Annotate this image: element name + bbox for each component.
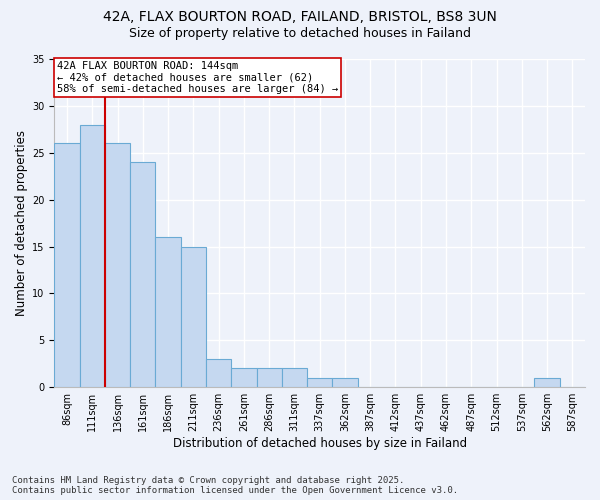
Bar (206, 359, 231, 387)
Bar (282, 368, 307, 387)
Bar (80, 124, 105, 387)
Bar (155, 237, 181, 387)
Bar (231, 368, 257, 387)
Bar (535, 378, 560, 387)
Text: Size of property relative to detached houses in Failand: Size of property relative to detached ho… (129, 28, 471, 40)
Bar (181, 246, 206, 387)
Bar (55, 144, 80, 387)
Text: 42A, FLAX BOURTON ROAD, FAILAND, BRISTOL, BS8 3UN: 42A, FLAX BOURTON ROAD, FAILAND, BRISTOL… (103, 10, 497, 24)
Bar (105, 144, 130, 387)
Text: 42A FLAX BOURTON ROAD: 144sqm
← 42% of detached houses are smaller (62)
58% of s: 42A FLAX BOURTON ROAD: 144sqm ← 42% of d… (57, 60, 338, 94)
X-axis label: Distribution of detached houses by size in Failand: Distribution of detached houses by size … (173, 437, 467, 450)
Bar (307, 378, 332, 387)
Text: Contains HM Land Registry data © Crown copyright and database right 2025.
Contai: Contains HM Land Registry data © Crown c… (12, 476, 458, 495)
Bar (332, 378, 358, 387)
Bar (257, 368, 282, 387)
Y-axis label: Number of detached properties: Number of detached properties (15, 130, 28, 316)
Bar (130, 162, 155, 387)
